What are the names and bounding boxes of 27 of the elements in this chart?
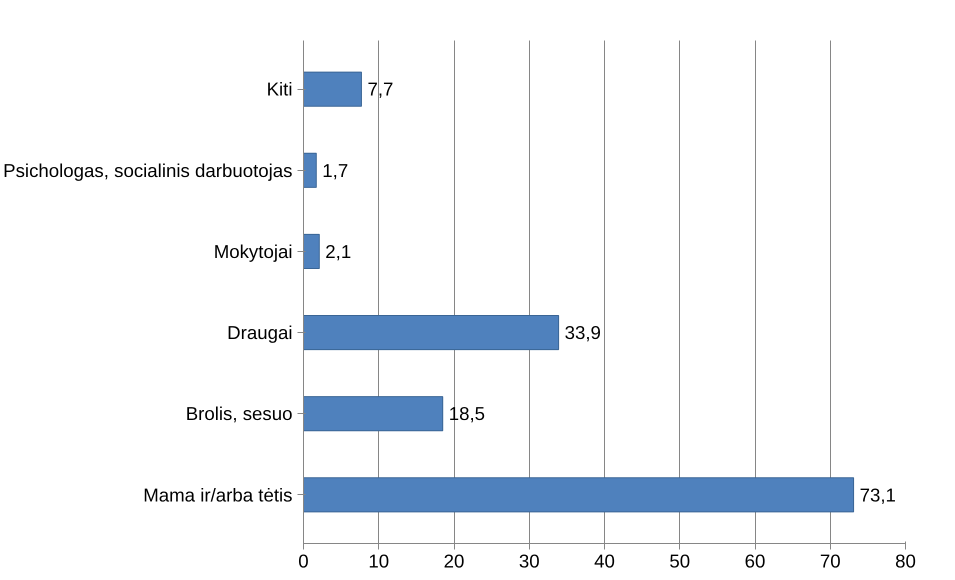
data-label: 7,7 [367, 78, 394, 100]
bar [304, 396, 444, 432]
y-tick-label: Kiti [266, 78, 293, 100]
y-tick-label: Mama ir/arba tėtis [143, 484, 292, 506]
y-tick-label: Brolis, sesuo [186, 403, 293, 424]
x-tick-label: 10 [368, 550, 390, 572]
y-tick-label: Draugai [227, 322, 293, 344]
data-label: 18,5 [448, 403, 486, 424]
y-tick-label: Mokytojai [214, 240, 293, 262]
x-tick-label: 30 [518, 550, 540, 572]
data-label: 33,9 [564, 322, 601, 344]
x-tick-label: 0 [298, 550, 309, 572]
x-tick-label: 60 [744, 550, 766, 572]
x-tick-label: 70 [820, 550, 841, 572]
y-tick-label: Psichologas, socialinis darbuotojas [3, 160, 293, 181]
bar [304, 72, 362, 107]
bar [304, 477, 854, 512]
x-tick-label: 50 [669, 550, 690, 572]
bar [304, 234, 320, 269]
data-label: 73,1 [860, 484, 896, 506]
data-label: 1,7 [322, 160, 348, 181]
bar [304, 315, 560, 350]
x-tick-label: 80 [895, 550, 916, 572]
bar [304, 152, 317, 188]
x-tick-label: 20 [444, 550, 464, 572]
data-label: 2,1 [325, 240, 352, 262]
x-tick-label: 40 [594, 550, 615, 572]
